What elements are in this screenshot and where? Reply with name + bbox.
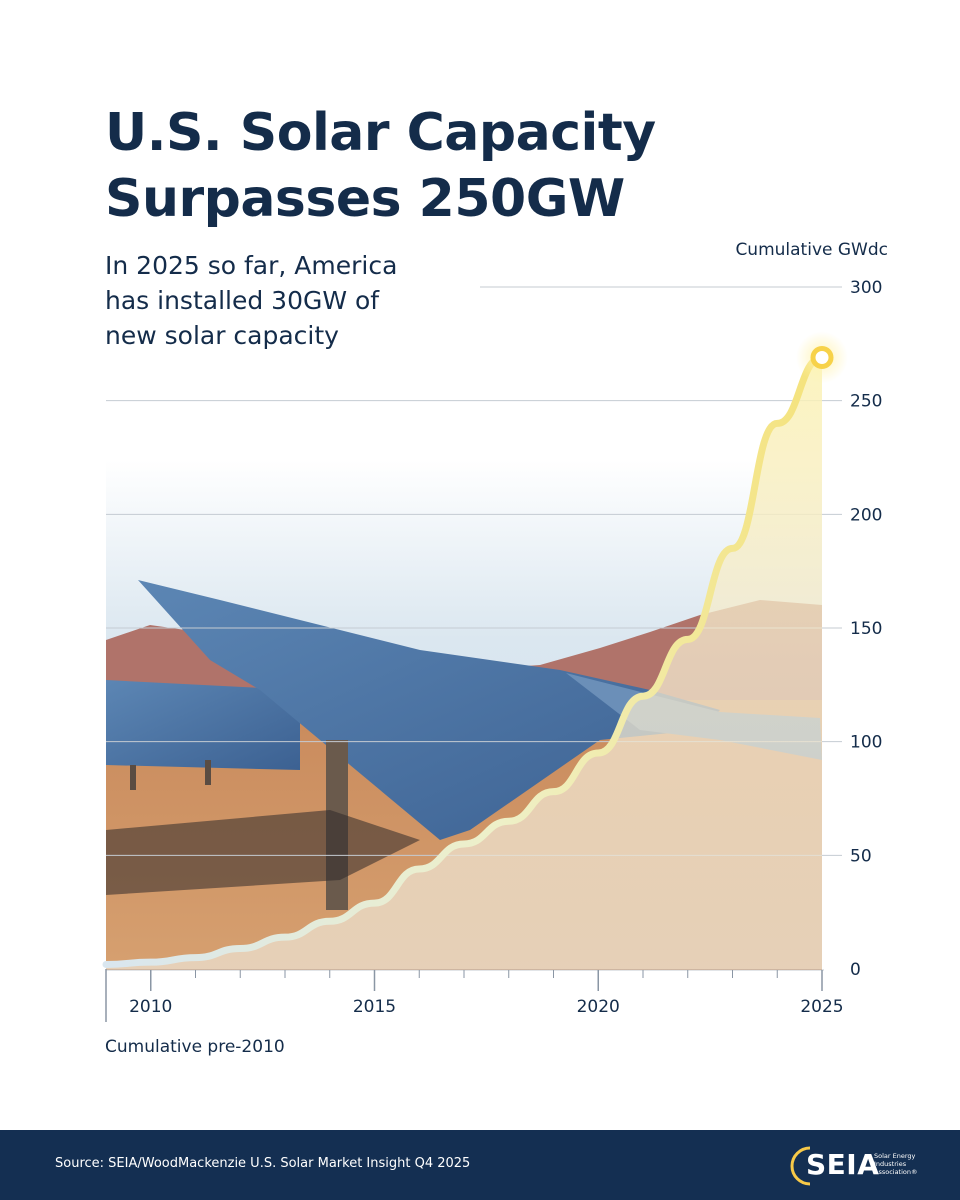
x-tick-label-2010: 2010 [129,997,172,1017]
subtitle-line-2: has installed 30GW of [105,286,380,315]
data-point-2016 [416,866,422,872]
y-axis-label: Cumulative GWdc [735,240,888,260]
y-tick-label-50: 50 [850,846,872,866]
logo-tagline-1: Solar Energy [874,1152,916,1160]
subtitle: In 2025 so far, America has installed 30… [105,248,465,353]
page-title: U.S. Solar Capacity Surpasses 250GW [105,100,805,232]
x-tick-label-2025: 2025 [800,997,843,1017]
logo-tagline: Solar Energy Industries Association® [874,1152,930,1176]
y-axis-ticks: 0 50 100 150 200 250 300 [850,278,882,980]
latest-value-marker [810,345,834,369]
title-line-1: U.S. Solar Capacity [105,103,656,163]
data-point-2018 [506,818,512,824]
x-tick-label-2020: 2020 [577,997,620,1017]
capacity-area [106,357,822,969]
logo-wordmark: SEIA [806,1148,880,1181]
y-tick-label-250: 250 [850,392,882,412]
data-point-2013 [282,934,288,940]
data-point-2014 [327,918,333,924]
data-point-2010 [148,959,154,965]
data-point-2024 [774,420,780,426]
data-point-2017 [461,841,467,847]
x-axis: 2010 2015 2020 2025 [105,969,844,1022]
data-point-2012 [237,946,243,952]
data-point-2021 [640,693,646,699]
subtitle-line-1: In 2025 so far, America [105,251,398,280]
data-point-2023 [730,545,736,551]
footer-bar: Source: SEIA/WoodMackenzie U.S. Solar Ma… [0,1130,960,1200]
sun-arc-icon [790,1146,811,1186]
capacity-line [102,353,826,968]
data-point-2015 [372,900,378,906]
source-note: Source: SEIA/WoodMackenzie U.S. Solar Ma… [55,1156,471,1171]
logo-tagline-3: Association® [874,1168,918,1176]
x-tick-label-2015: 2015 [353,997,396,1017]
x-origin-label: Cumulative pre-2010 [105,1037,285,1057]
y-tick-label-150: 150 [850,619,882,639]
logo-tagline-2: Industries [874,1160,907,1168]
y-tick-label-200: 200 [850,505,882,525]
y-tick-label-0: 0 [850,960,861,980]
seia-logo: SEIA Solar Energy Industries Association… [790,1144,930,1188]
y-tick-label-300: 300 [850,278,882,298]
data-point-2011 [193,955,199,961]
subtitle-line-3: new solar capacity [105,321,339,350]
data-point-2020 [595,750,601,756]
title-line-2: Surpasses 250GW [105,169,625,229]
data-point-2009 [103,961,109,967]
data-point-2019 [551,789,557,795]
y-tick-label-100: 100 [850,733,882,753]
data-point-2022 [685,636,691,642]
